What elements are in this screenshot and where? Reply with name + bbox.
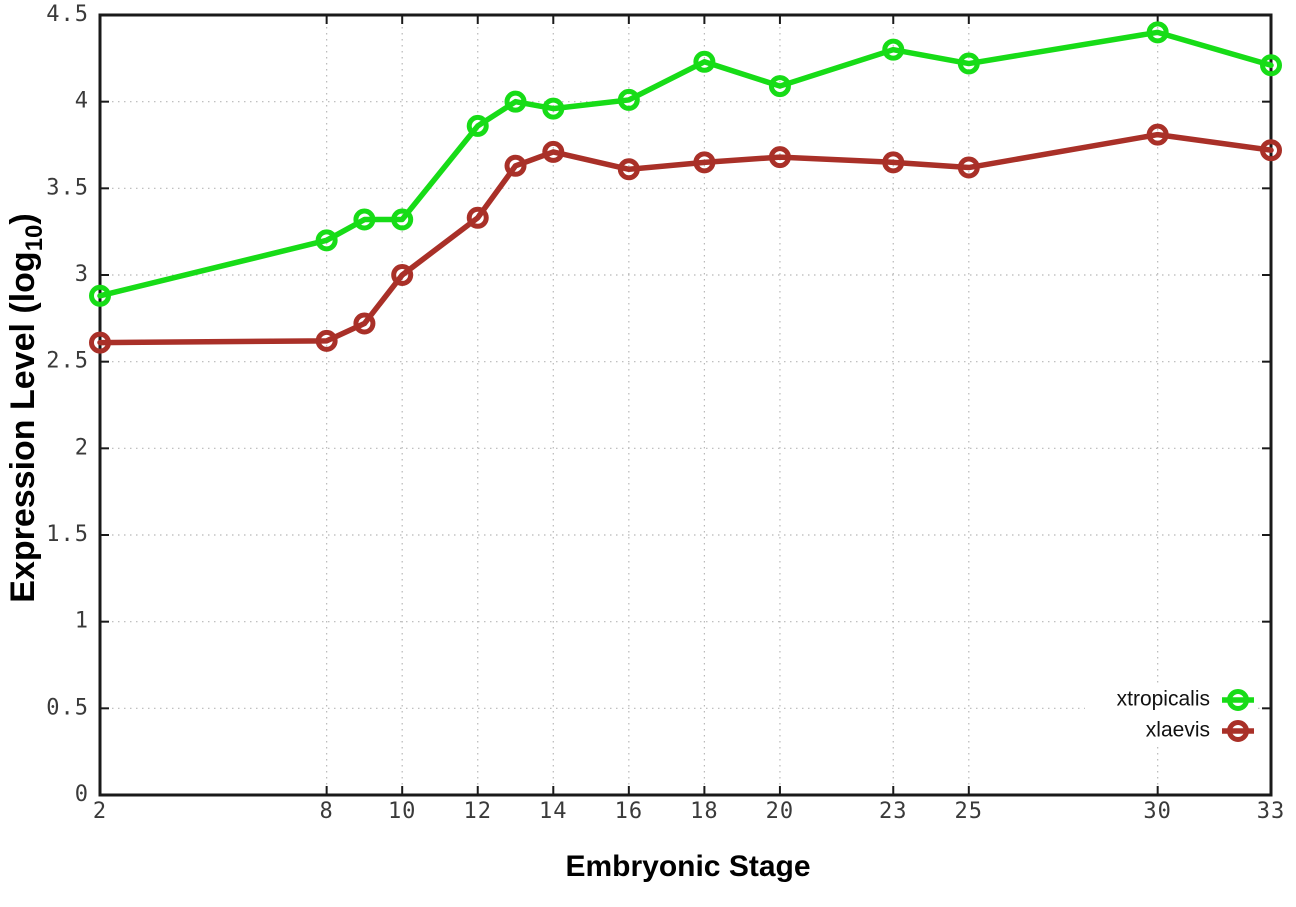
legend-label-xtropicalis: xtropicalis <box>1117 688 1210 711</box>
y-tick-label: 1 <box>75 609 89 634</box>
data-point-xlaevis <box>391 264 414 286</box>
data-point-xlaevis <box>768 146 791 169</box>
x-tick-label: 30 <box>1143 799 1172 824</box>
y-tick-label: 4 <box>75 89 89 114</box>
data-point-xtropicalis <box>391 208 414 231</box>
data-point-xlaevis <box>353 312 376 335</box>
data-point-xtropicalis <box>1260 54 1282 77</box>
data-point-xtropicalis <box>542 97 565 120</box>
legend-sample-marker-xtropicalis <box>1227 689 1249 711</box>
data-point-xlaevis <box>315 329 338 352</box>
data-point-xlaevis <box>693 151 716 174</box>
x-tick-label: 8 <box>320 799 334 824</box>
data-point-xlaevis <box>882 151 905 174</box>
data-point-xlaevis <box>466 206 489 229</box>
x-tick-label: 25 <box>955 799 984 824</box>
x-tick-label: 23 <box>879 799 908 824</box>
data-point-xtropicalis <box>89 284 111 307</box>
plot-border <box>98 13 1273 797</box>
y-tick-label: 0 <box>75 782 89 807</box>
data-point-xlaevis <box>89 331 111 354</box>
data-point-xlaevis <box>1146 123 1169 146</box>
y-tick-label: 2.5 <box>46 349 89 374</box>
x-tick-label: 12 <box>463 799 492 824</box>
x-tick-label: 33 <box>1257 799 1286 824</box>
y-tick-label: 0.5 <box>46 695 89 720</box>
y-axis-title: Expression Level (log10) <box>4 213 48 602</box>
x-tick-label: 2 <box>93 799 107 824</box>
data-point-xtropicalis <box>466 114 489 137</box>
y-axis-title-subscript: 10 <box>21 225 48 252</box>
legend-label-xlaevis: xlaevis <box>1146 719 1210 742</box>
series-line-xlaevis <box>97 131 1274 346</box>
y-tick-label: 1.5 <box>46 522 89 547</box>
data-point-xlaevis <box>504 154 527 177</box>
data-point-xtropicalis <box>617 88 640 111</box>
data-point-xlaevis <box>617 158 640 181</box>
data-point-xtropicalis <box>768 75 791 98</box>
legend-sample-marker-xlaevis <box>1227 720 1249 742</box>
data-point-xlaevis <box>542 140 565 163</box>
x-tick-label: 20 <box>766 799 795 824</box>
data-point-xlaevis <box>1260 139 1282 162</box>
x-tick-label: 10 <box>388 799 417 824</box>
x-axis-title: Embryonic Stage <box>565 850 810 883</box>
x-tick-label: 18 <box>690 799 719 824</box>
y-axis-title-suffix: ) <box>4 213 42 224</box>
data-point-xtropicalis <box>882 38 905 61</box>
data-point-xtropicalis <box>353 208 376 231</box>
data-point-xtropicalis <box>504 90 527 113</box>
y-tick-label: 2 <box>75 435 89 460</box>
x-tick-label: 14 <box>539 799 568 824</box>
data-point-xtropicalis <box>315 229 338 252</box>
y-tick-label: 3 <box>75 262 89 287</box>
x-tick-label: 16 <box>615 799 644 824</box>
y-axis-title-main: Expression Level (log <box>4 251 42 602</box>
data-point-xtropicalis <box>1146 21 1169 44</box>
data-point-xtropicalis <box>693 50 716 73</box>
y-tick-label: 3.5 <box>46 175 89 200</box>
data-point-xlaevis <box>957 156 980 179</box>
data-point-xtropicalis <box>957 52 980 75</box>
y-tick-label: 4.5 <box>46 2 89 27</box>
